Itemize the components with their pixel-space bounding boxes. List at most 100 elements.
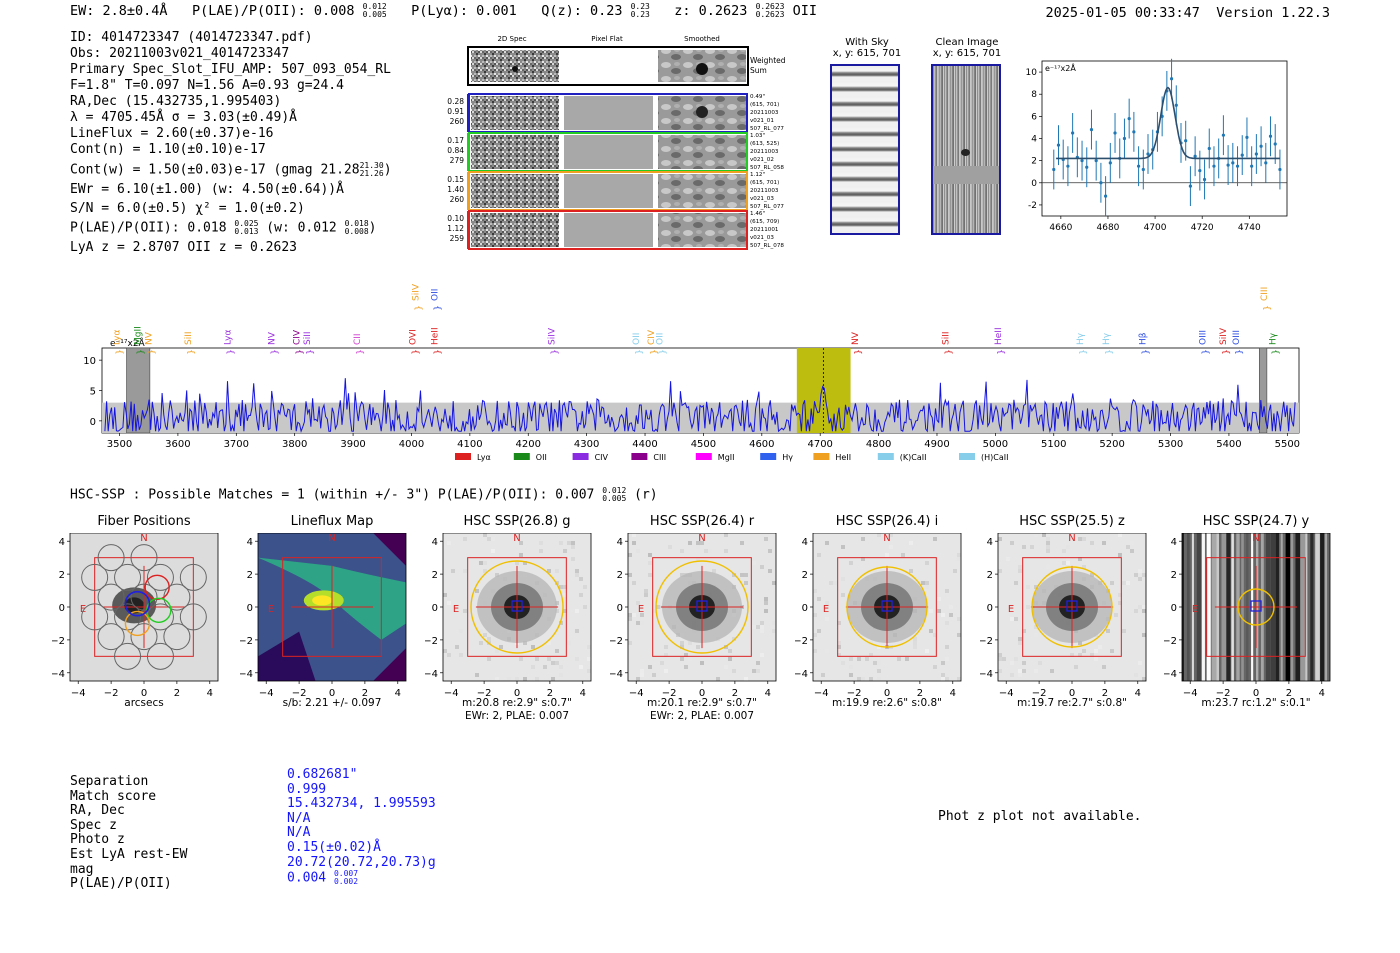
cutout-xtick-label: 2 [732,688,738,699]
cutout-caption-line1: m:20.1 re:2.9" s:0.7" [647,697,757,709]
legend-label: Hγ [782,453,793,462]
cutout-crosshair [290,565,374,649]
cutout-caption: arcsecs [50,697,238,710]
legend-label: OII [536,453,547,462]
spec2d-row-2d [471,96,559,130]
spec2d-header-smoothed: Smoothed [684,35,720,43]
spec2d-row-left-label: 1.40 [447,185,464,194]
cutout-ytick-label: −4 [1164,669,1177,680]
detection-info: ID: 4014723347 (4014723347.pdf) Obs: 202… [70,30,392,256]
north-label: N [1068,533,1075,544]
legend-swatch [631,453,648,460]
cutout-ytick-label: 2 [59,570,65,581]
match-value-score: 0.999 [287,781,327,797]
match-label-specz: Spec z [70,817,117,833]
header-summary: EW: 2.8±0.4Å P(LAE)/P(OII): 0.008 0.012 0… [70,3,817,20]
hsc-summary: HSC-SSP : Possible Matches = 1 (within +… [70,487,658,503]
cutout-title: Fiber Positions [97,514,191,529]
cutout-caption-line1: m:23.7 rc:1.2" s:0.1" [1201,697,1311,709]
zoom-point [1221,133,1225,137]
match-label-plae: P(LAE)/P(OII) [70,876,172,892]
info-fiber: F=1.8" T=0.097 N=1.56 A=0.93 g=24.4 [70,78,344,93]
cutout-ytick-label: −4 [240,669,253,680]
cutout-ytick-label: 4 [432,537,438,548]
cutout-caption: s/b: 2.21 +/- 0.097 [238,697,426,710]
zoom-point [1169,77,1174,81]
spec2d-row-left-label: 0.28 [447,97,464,106]
spec2d-header-2dspec: 2D Spec [497,35,526,43]
east-label: E [453,604,459,615]
hsc-summary-text: HSC-SSP : Possible Matches = 1 (within +… [70,487,595,503]
cutout-ytick-label: 0 [802,603,808,614]
match-value-ew: 0.15(±0.02)Å [287,839,381,855]
full-xtick-label: 5000 [983,439,1008,450]
zoom-point [1099,181,1103,185]
clean-image [931,64,1001,235]
zoom-point [1226,163,1230,167]
line-label-brace: } [295,349,305,355]
source-marker [881,600,893,612]
zoom-ytick-label: 10 [1026,68,1038,78]
zoom-point [1198,169,1202,173]
line-label-brace: } [635,349,645,355]
east-label: E [1008,604,1014,615]
cutout-panel: N E 4 2 0 −2 −4 −4 −2 0 2 4 [240,533,407,699]
legend-label: Lyα [477,453,491,462]
north-label: N [883,533,890,544]
line-label: NV [267,331,277,345]
zoom-point [1254,152,1258,156]
spec2d-row-marker [467,94,470,132]
zoom-point [1094,159,1098,163]
version: Version 1.22.3 [1216,5,1330,21]
zoom-point [1202,177,1207,182]
info-id: ID: 4014723347 (4014723347.pdf) [70,30,313,45]
spec2d-row-right-label: v021_01 [750,118,774,124]
info-lineflux: LineFlux = 2.60(±0.37)e-16 [70,126,274,141]
photz-message: Phot z plot not available. [938,809,1142,824]
full-xtick-label: 4000 [399,439,424,450]
aperture-circle [1031,566,1113,648]
east-label: E [80,604,86,615]
zoom-point [1052,167,1056,172]
zoom-xtick-label: 4700 [1144,223,1167,233]
line-label-brace: } [1263,305,1273,311]
header-timestamp-version: 2025-01-05 00:33:47 Version 1.22.3 [1046,5,1331,21]
line-label: CIV [292,329,302,345]
spec2d-row-2d [471,135,559,169]
header-z-line: OII [792,3,817,19]
zoom-point [1259,144,1263,148]
full-ytick-label: 5 [90,387,96,398]
spec2d-row-flat [564,174,653,208]
line-label-brace: } [854,349,864,355]
clean-title: Clean Image [935,37,999,48]
header-plae: P(LAE)/P(OII): 0.008 [191,3,355,19]
spec2d-row-left-label: 0.17 [447,136,464,145]
line-label: SiIV [548,327,558,345]
zoom-point [1136,164,1141,168]
cutout-search-box [94,557,194,657]
line-label: CIII [1260,287,1270,301]
spec2d-row-left-label: 0.10 [447,214,464,223]
spec2d-row-left-label: 260 [450,117,465,126]
spec2d-row-right-label: 1.46" [750,211,765,217]
cutout-crosshair [1214,565,1298,649]
cutout-xtick-label: −2 [477,688,492,699]
zoom-unit-label: e⁻¹⁷x2Å [1045,62,1076,73]
cutout-search-box [652,557,752,657]
north-label: N [698,533,705,544]
cutout-xtick-label: 2 [362,688,368,699]
cutout-xtick-label: −4 [71,688,86,699]
line-label-brace: } [1235,349,1245,355]
spec2d-row-smoothed [658,174,746,208]
cutout-xtick-label: 4 [580,688,586,699]
cutout-caption: m:19.7 re:2.7" s:0.8" [978,697,1166,710]
weighted-label-2: Sum [750,66,767,75]
zoom-point [1108,161,1112,165]
spec2d-row-right-label: (615, 701) [750,180,779,186]
line-label-brace: } [650,349,660,355]
cutout-ytick-label: −2 [610,636,623,647]
cutout-ytick-label: −4 [52,669,65,680]
zoom-ytick-label: 0 [1031,179,1037,189]
zoom-point [1188,184,1193,188]
zoom-spectrum-plot: 10 8 6 4 2 0 -2 4660 4680 4700 4720 4740 e⁻¹⁷x2Å [1026,58,1288,233]
